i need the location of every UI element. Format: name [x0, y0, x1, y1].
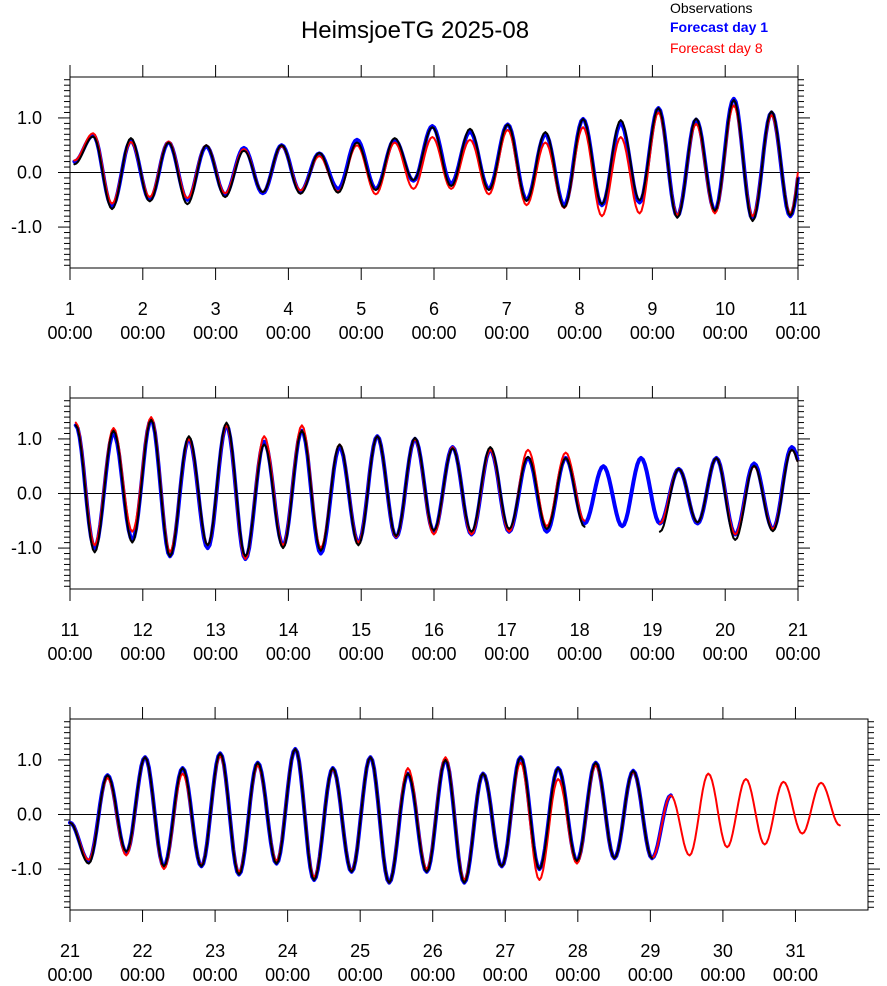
figure-title: HeimsjoeTG 2025-08 — [301, 17, 529, 44]
x-tick-day-label: 21 — [788, 620, 808, 640]
y-tick-label: 0.0 — [17, 163, 42, 183]
x-tick-time-label: 00:00 — [339, 323, 384, 343]
x-tick-time-label: 00:00 — [557, 323, 602, 343]
series-line-observations — [73, 98, 799, 223]
y-tick-label: 0.0 — [17, 484, 42, 504]
x-tick-day-label: 12 — [133, 620, 153, 640]
series-line-observations — [74, 418, 586, 558]
x-tick-day-label: 31 — [785, 941, 805, 961]
series-line-observations — [658, 448, 799, 541]
x-tick-day-label: 4 — [283, 299, 293, 319]
y-tick-label: 1.0 — [17, 429, 42, 449]
x-tick-day-label: 25 — [350, 941, 370, 961]
x-tick-time-label: 00:00 — [120, 323, 165, 343]
x-tick-day-label: 15 — [351, 620, 371, 640]
x-tick-day-label: 11 — [789, 299, 808, 319]
x-tick-time-label: 00:00 — [120, 644, 165, 664]
x-tick-time-label: 00:00 — [193, 644, 238, 664]
y-tick-label: 1.0 — [17, 108, 42, 128]
x-tick-time-label: 00:00 — [630, 644, 675, 664]
x-tick-day-label: 21 — [60, 941, 80, 961]
x-tick-time-label: 00:00 — [47, 965, 92, 985]
x-tick-day-label: 29 — [640, 941, 660, 961]
x-tick-day-label: 24 — [278, 941, 298, 961]
panel-aug-1-11: 1.0 0.0 -1.0 1 00:00 2 00:00 3 00:00 4 00:00 5 00:00… — [11, 65, 821, 343]
x-tick-time-label: 00:00 — [557, 644, 602, 664]
panel-aug-21-31: 1.0 0.0 -1.0 21 00:00 22 00:00 23 00:00 24 00:00 25… — [11, 707, 880, 985]
x-tick-day-label: 1 — [65, 299, 75, 319]
x-tick-day-label: 23 — [205, 941, 225, 961]
x-tick-day-label: 28 — [568, 941, 588, 961]
x-tick-day-label: 3 — [211, 299, 221, 319]
x-tick-time-label: 00:00 — [630, 323, 675, 343]
series-line-forecast-day-1 — [73, 417, 800, 561]
x-tick-day-label: 27 — [495, 941, 515, 961]
y-tick-label: -1.0 — [11, 538, 42, 558]
x-tick-time-label: 00:00 — [47, 323, 92, 343]
x-tick-time-label: 00:00 — [410, 965, 455, 985]
legend-forecast-day-1: Forecast day 1 — [670, 19, 768, 35]
x-tick-day-label: 10 — [715, 299, 735, 319]
series-line-forecast-day-1 — [72, 96, 800, 221]
legend-forecast-day-8: Forecast day 8 — [670, 40, 763, 56]
x-tick-day-label: 30 — [713, 941, 733, 961]
x-tick-time-label: 00:00 — [484, 644, 529, 664]
legend: Observations Forecast day 1 Forecast day… — [670, 0, 768, 56]
x-tick-time-label: 00:00 — [266, 323, 311, 343]
x-tick-day-label: 14 — [278, 620, 298, 640]
x-tick-time-label: 00:00 — [700, 965, 745, 985]
x-tick-day-label: 17 — [497, 620, 517, 640]
x-tick-day-label: 6 — [429, 299, 439, 319]
x-tick-time-label: 00:00 — [193, 323, 238, 343]
y-tick-label: 1.0 — [17, 750, 42, 770]
x-tick-day-label: 13 — [206, 620, 226, 640]
x-tick-day-label: 5 — [356, 299, 366, 319]
x-tick-time-label: 00:00 — [120, 965, 165, 985]
x-tick-time-label: 00:00 — [411, 323, 456, 343]
x-tick-time-label: 00:00 — [555, 965, 600, 985]
x-tick-time-label: 00:00 — [703, 644, 748, 664]
x-tick-time-label: 00:00 — [193, 965, 238, 985]
x-tick-time-label: 00:00 — [266, 644, 311, 664]
x-tick-time-label: 00:00 — [411, 644, 456, 664]
x-tick-time-label: 00:00 — [775, 644, 820, 664]
x-tick-day-label: 9 — [647, 299, 657, 319]
x-tick-day-label: 20 — [715, 620, 735, 640]
y-tick-label: -1.0 — [11, 217, 42, 237]
x-tick-time-label: 00:00 — [775, 323, 820, 343]
y-tick-label: 0.0 — [17, 805, 42, 825]
legend-observations: Observations — [670, 0, 752, 16]
y-tick-label: -1.0 — [11, 859, 42, 879]
series-line-observations — [69, 748, 653, 884]
x-tick-time-label: 00:00 — [483, 965, 528, 985]
x-tick-day-label: 22 — [133, 941, 153, 961]
x-tick-day-label: 16 — [424, 620, 444, 640]
x-tick-time-label: 00:00 — [265, 965, 310, 985]
x-tick-day-label: 11 — [61, 620, 80, 640]
x-tick-day-label: 8 — [575, 299, 585, 319]
x-tick-day-label: 7 — [502, 299, 512, 319]
x-tick-time-label: 00:00 — [628, 965, 673, 985]
x-tick-time-label: 00:00 — [47, 644, 92, 664]
x-tick-time-label: 00:00 — [339, 644, 384, 664]
x-tick-day-label: 18 — [570, 620, 590, 640]
x-tick-time-label: 00:00 — [484, 323, 529, 343]
x-tick-day-label: 19 — [642, 620, 662, 640]
x-tick-day-label: 2 — [138, 299, 148, 319]
x-tick-time-label: 00:00 — [773, 965, 818, 985]
x-tick-day-label: 26 — [423, 941, 443, 961]
x-tick-time-label: 00:00 — [703, 323, 748, 343]
x-tick-time-label: 00:00 — [338, 965, 383, 985]
panel-aug-11-21: 1.0 0.0 -1.0 11 00:00 12 00:00 13 00:00 14 00:00 15… — [11, 386, 821, 664]
